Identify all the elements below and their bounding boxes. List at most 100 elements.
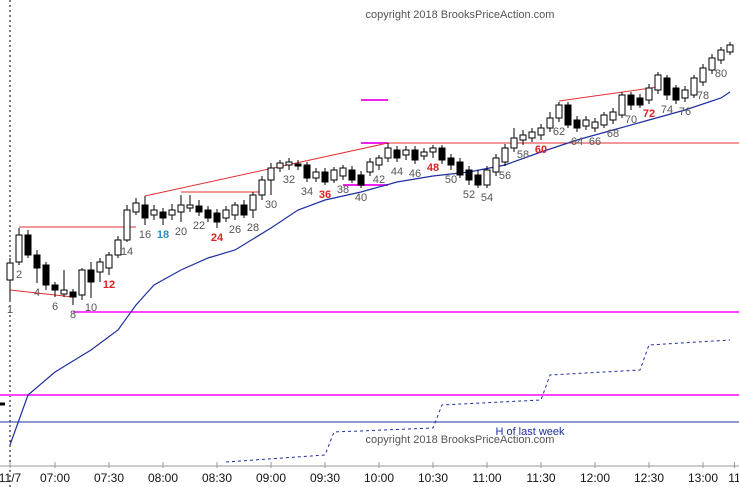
candle-body bbox=[249, 194, 257, 211]
candle-body bbox=[600, 114, 608, 126]
annotation: H of last week bbox=[495, 426, 565, 438]
candle-body bbox=[51, 284, 59, 291]
candle-body bbox=[267, 167, 275, 181]
candle-body bbox=[15, 234, 23, 263]
candle-body bbox=[258, 179, 266, 196]
candle-body bbox=[456, 161, 464, 176]
candle-body bbox=[186, 204, 194, 209]
bar-number: 72 bbox=[643, 108, 655, 120]
candle-body bbox=[465, 169, 473, 181]
bar-number: 16 bbox=[139, 229, 151, 241]
candle-body bbox=[366, 161, 374, 173]
bar-number: 74 bbox=[661, 104, 673, 116]
bar-number: 70 bbox=[625, 114, 637, 126]
bar-number: 14 bbox=[121, 246, 133, 258]
level-line bbox=[9, 289, 74, 298]
bar-number: 76 bbox=[679, 106, 691, 118]
bar-number: 6 bbox=[52, 301, 58, 313]
candle-body bbox=[717, 49, 725, 61]
x-tick-label: 07:30 bbox=[94, 471, 124, 485]
bar-number: 40 bbox=[355, 192, 367, 204]
bar-number: 2 bbox=[16, 269, 22, 281]
candle-body bbox=[339, 167, 347, 177]
candle-body bbox=[177, 204, 185, 213]
bar-number: 38 bbox=[337, 184, 349, 196]
bar-number: 46 bbox=[409, 168, 421, 180]
bar-number: 36 bbox=[319, 189, 331, 201]
candle-body bbox=[33, 254, 41, 269]
candle-body bbox=[285, 161, 293, 166]
candle-body bbox=[393, 149, 401, 159]
candle-body bbox=[150, 209, 158, 216]
x-tick-label: 09:00 bbox=[256, 471, 286, 485]
candle-body bbox=[114, 239, 122, 256]
bar-number: 22 bbox=[193, 220, 205, 232]
candle-body bbox=[654, 74, 662, 91]
candle-body bbox=[672, 87, 680, 101]
candle-body bbox=[357, 174, 365, 186]
bar-number: 26 bbox=[229, 224, 241, 236]
bar-number: 30 bbox=[265, 199, 277, 211]
candle-body bbox=[564, 104, 572, 126]
candle-body bbox=[141, 204, 149, 219]
candle-body bbox=[132, 202, 140, 213]
candle-body bbox=[303, 164, 311, 179]
candle-body bbox=[60, 289, 68, 295]
candle-body bbox=[96, 261, 104, 273]
dotted-line bbox=[225, 339, 731, 463]
bar-number: 78 bbox=[697, 90, 709, 102]
candle-body bbox=[510, 137, 518, 149]
x-tick-label: 07:00 bbox=[40, 471, 70, 485]
candle-body bbox=[294, 163, 302, 167]
candle-body bbox=[159, 211, 167, 219]
bar-number: 62 bbox=[553, 126, 565, 138]
bar-number: 28 bbox=[247, 222, 259, 234]
x-tick-label: 12:00 bbox=[580, 471, 610, 485]
bar-number: 64 bbox=[571, 136, 583, 148]
bar-number: 34 bbox=[301, 186, 313, 198]
candle-body bbox=[708, 57, 716, 71]
x-tick-label: 11:30 bbox=[526, 471, 555, 485]
candle-body bbox=[627, 94, 635, 106]
x-tick-label: 11/7 bbox=[0, 471, 22, 485]
bar-number: 4 bbox=[34, 287, 40, 299]
candle-body bbox=[276, 162, 284, 169]
bar-number: 66 bbox=[589, 136, 601, 148]
candle-body bbox=[348, 169, 356, 181]
bar-number: 10 bbox=[85, 302, 97, 314]
bar-number: 32 bbox=[283, 174, 295, 186]
candle-body bbox=[537, 127, 545, 136]
candle-body bbox=[474, 174, 482, 186]
candle-body bbox=[609, 111, 617, 121]
bar-number: 58 bbox=[517, 149, 529, 161]
watermark: copyright 2018 BrooksPriceAction.com bbox=[366, 434, 555, 446]
candle-body bbox=[420, 151, 428, 157]
level-line bbox=[558, 86, 659, 102]
candle-body bbox=[555, 104, 563, 119]
candle-body bbox=[87, 269, 95, 283]
candle-body bbox=[591, 121, 599, 129]
x-tick-label: 09:30 bbox=[310, 471, 340, 485]
candle-body bbox=[195, 205, 203, 213]
candle-body bbox=[402, 149, 410, 156]
candle-body bbox=[222, 209, 230, 219]
candle-body bbox=[429, 147, 437, 153]
bar-number: 44 bbox=[391, 166, 403, 178]
candle-body bbox=[6, 262, 14, 281]
candle-body bbox=[411, 149, 419, 161]
x-tick-label: 13:00 bbox=[688, 471, 718, 485]
candle-body bbox=[240, 204, 248, 216]
bar-number: 56 bbox=[499, 170, 511, 182]
bar-number: 50 bbox=[445, 174, 457, 186]
candle-body bbox=[384, 147, 392, 159]
x-tick-label: 08:30 bbox=[202, 471, 232, 485]
candle-body bbox=[213, 212, 221, 223]
candle-body bbox=[312, 171, 320, 179]
level-line bbox=[144, 142, 389, 197]
bar-number: 42 bbox=[373, 174, 385, 186]
candle-body bbox=[582, 119, 590, 127]
x-tick-label: 11:00 bbox=[472, 471, 501, 485]
x-tick-label: 12:30 bbox=[634, 471, 664, 485]
